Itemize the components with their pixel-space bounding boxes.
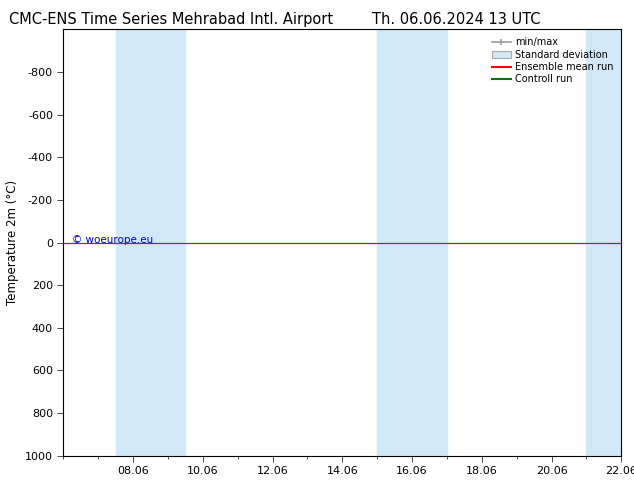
Y-axis label: Temperature 2m (°C): Temperature 2m (°C) <box>6 180 20 305</box>
Bar <box>377 29 447 456</box>
Legend: min/max, Standard deviation, Ensemble mean run, Controll run: min/max, Standard deviation, Ensemble me… <box>489 34 616 87</box>
Text: Th. 06.06.2024 13 UTC: Th. 06.06.2024 13 UTC <box>372 12 541 27</box>
Text: CMC-ENS Time Series Mehrabad Intl. Airport: CMC-ENS Time Series Mehrabad Intl. Airpo… <box>9 12 333 27</box>
Bar <box>586 29 621 456</box>
Bar <box>115 29 185 456</box>
Text: © woeurope.eu: © woeurope.eu <box>72 235 153 245</box>
